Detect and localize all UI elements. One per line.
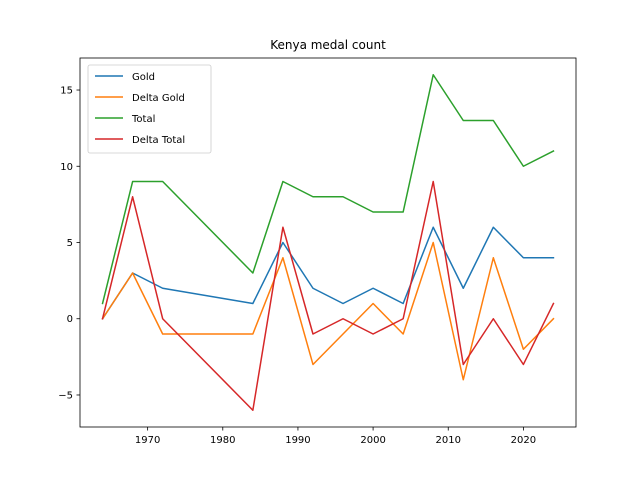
- y-tick-label: 5: [67, 238, 73, 249]
- chart-title: Kenya medal count: [270, 38, 386, 52]
- y-tick-label: −5: [58, 390, 73, 401]
- x-tick-label: 2000: [360, 435, 385, 446]
- series-layer: [101, 74, 555, 411]
- legend-label: Delta Total: [132, 135, 185, 146]
- series-line-total: [101, 74, 555, 305]
- legend-label: Gold: [132, 72, 155, 83]
- x-tick-label: 1970: [135, 435, 160, 446]
- y-tick-label: 0: [67, 314, 73, 325]
- x-tick-label: 1980: [210, 435, 235, 446]
- x-tick-label: 1990: [285, 435, 310, 446]
- legend-box: [87, 64, 212, 154]
- legend-label: Delta Gold: [132, 93, 185, 104]
- series-line-delta-total: [101, 180, 555, 411]
- series-line-gold: [101, 226, 555, 320]
- x-tick-label: 2010: [436, 435, 461, 446]
- axes-layer: 1970 1980 1990 2000 2010 2020 −5 0 5 10 15: [58, 57, 577, 446]
- y-tick-label: 15: [60, 86, 73, 97]
- y-tick-label: 10: [60, 162, 73, 173]
- legend-label: Total: [131, 114, 155, 125]
- x-tick-label: 2020: [511, 435, 536, 446]
- legend: Gold Delta Gold Total Delta Total: [87, 64, 212, 154]
